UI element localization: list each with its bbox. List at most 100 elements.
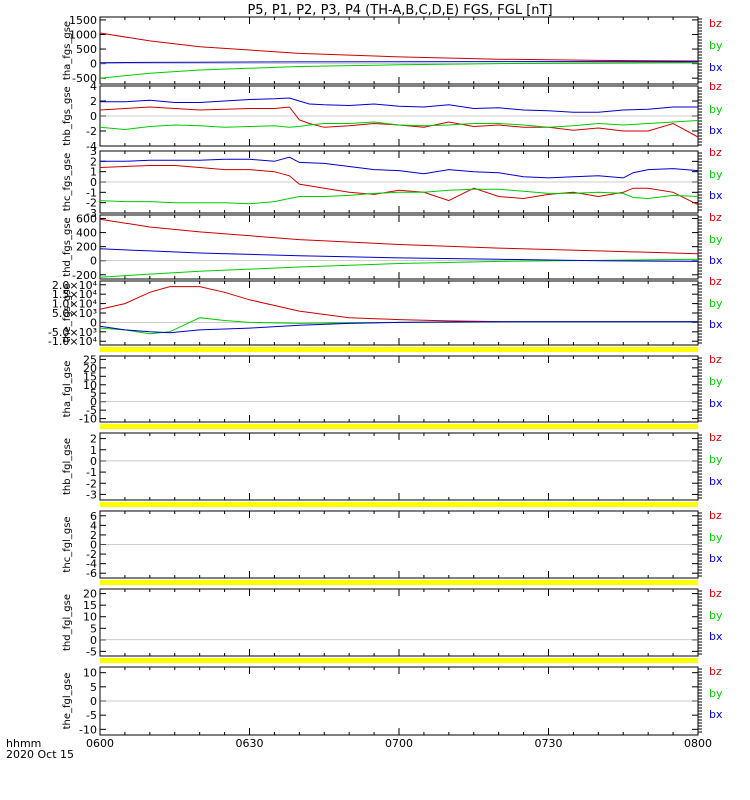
legend-by: by xyxy=(709,375,723,388)
series-bz xyxy=(99,165,699,206)
y-tick-label: 2 xyxy=(90,529,97,542)
legend-bx: bx xyxy=(709,189,723,202)
y-tick-label: 0 xyxy=(90,110,97,123)
legend-bx: bx xyxy=(709,630,723,643)
legend-by: by xyxy=(709,687,723,700)
panel-frame xyxy=(99,355,699,423)
y-tick-label: 0 xyxy=(90,695,97,708)
y-axis-label: thd_fgl_gse xyxy=(62,594,73,651)
legend-bx: bx xyxy=(709,254,723,267)
chart-title: P5, P1, P2, P3, P4 (TH-A,B,C,D,E) FGS, F… xyxy=(247,3,552,18)
legend-bz: bz xyxy=(709,431,722,444)
y-tick-label: 10 xyxy=(83,667,97,680)
y-tick-label: 4 xyxy=(90,519,97,532)
y-tick-label: -10 xyxy=(79,413,97,426)
legend-bz: bz xyxy=(709,17,722,30)
y-tick-label: -4 xyxy=(86,558,97,571)
y-tick-label: 2 xyxy=(90,155,97,168)
y-tick-label: -1.0×10⁴ xyxy=(48,335,98,348)
series-bz xyxy=(99,218,699,255)
y-tick-label: 600 xyxy=(76,213,97,226)
y-axis-label: the_fgl_gse xyxy=(62,673,73,730)
y-tick-label: -6 xyxy=(86,567,97,580)
series-bx xyxy=(100,156,699,179)
y-tick-label: -2 xyxy=(86,197,97,210)
series-bz xyxy=(99,106,699,138)
y-tick-label: -2 xyxy=(86,477,97,490)
panel-frame xyxy=(99,214,699,280)
y-tick-label: 1500 xyxy=(69,14,97,27)
y-tick-label: 400 xyxy=(76,227,97,240)
legend-by: by xyxy=(709,531,723,544)
y-tick-label: 10 xyxy=(83,611,97,624)
y-axis-label: tha_fgs_gse xyxy=(62,21,73,80)
legend-bz: bz xyxy=(709,353,722,366)
y-tick-label: 15 xyxy=(83,370,97,383)
y-tick-label: 0 xyxy=(90,316,97,329)
y-tick-label: 5 xyxy=(90,622,97,635)
time-axis-label: hhmm xyxy=(6,737,41,750)
series-bz xyxy=(99,32,699,62)
y-tick-label: -1 xyxy=(86,466,97,479)
legend-bx: bx xyxy=(709,552,723,565)
panel-frame xyxy=(99,16,699,85)
y-tick-label: 5 xyxy=(90,387,97,400)
panel-frame xyxy=(99,280,699,346)
y-axis-label: thb_fgl_gse xyxy=(62,438,73,495)
y-tick-label: 1.5×10⁴ xyxy=(52,288,98,301)
legend-by: by xyxy=(709,39,723,52)
legend-by: by xyxy=(709,453,723,466)
y-tick-label: -2 xyxy=(86,548,97,561)
flag-bar xyxy=(100,347,698,352)
series-bx xyxy=(99,61,698,64)
legend-bx: bx xyxy=(709,708,723,721)
legend-bz: bz xyxy=(709,80,722,93)
y-tick-label: 0 xyxy=(90,255,97,268)
series-bz xyxy=(99,286,698,323)
y-tick-label: -4 xyxy=(86,140,97,153)
legend-bz: bz xyxy=(709,146,722,159)
panel-thb_fgl_gse: thb_fgl_gse 210-1-2-3 bz by bx xyxy=(62,424,723,501)
y-tick-label: 1.0×10⁴ xyxy=(52,298,98,311)
y-tick-label: 2 xyxy=(90,433,97,446)
y-tick-label: -10 xyxy=(79,723,97,736)
panel-frame xyxy=(99,588,699,657)
legend-bz: bz xyxy=(709,211,722,224)
y-axis-label: thb_fgs_gse xyxy=(62,86,73,145)
y-tick-label: 3 xyxy=(90,145,97,158)
legend-bx: bx xyxy=(709,124,723,137)
legend-bx: bx xyxy=(709,397,723,410)
legend-bx: bx xyxy=(709,61,723,74)
series-bx xyxy=(99,248,699,262)
legend-bz: bz xyxy=(709,275,722,288)
legend-by: by xyxy=(709,297,723,310)
series-by xyxy=(99,188,699,205)
y-tick-label: 20 xyxy=(83,362,97,375)
y-tick-label: -200 xyxy=(72,269,97,282)
y-tick-label: 25 xyxy=(83,353,97,366)
y-tick-label: 5 xyxy=(90,681,97,694)
y-tick-label: -5 xyxy=(86,645,97,658)
y-tick-label: 1 xyxy=(90,166,97,179)
y-tick-label: 0 xyxy=(90,176,97,189)
y-axis-label: tha_fgl_gse xyxy=(62,361,73,418)
y-tick-label: 5.0×10³ xyxy=(52,307,97,320)
x-tick-label: 0800 xyxy=(684,737,712,750)
legend-bz: bz xyxy=(709,509,722,522)
legend-bx: bx xyxy=(709,318,723,331)
y-tick-label: 6 xyxy=(90,510,97,523)
y-tick-label: 15 xyxy=(83,599,97,612)
y-tick-label: 2 xyxy=(90,95,97,108)
y-axis-label: the_fgs_gse xyxy=(62,283,73,342)
y-tick-label: 0 xyxy=(90,396,97,409)
y-tick-label: 1000 xyxy=(69,28,97,41)
flag-bar xyxy=(100,580,698,585)
flag-bar xyxy=(100,424,698,429)
